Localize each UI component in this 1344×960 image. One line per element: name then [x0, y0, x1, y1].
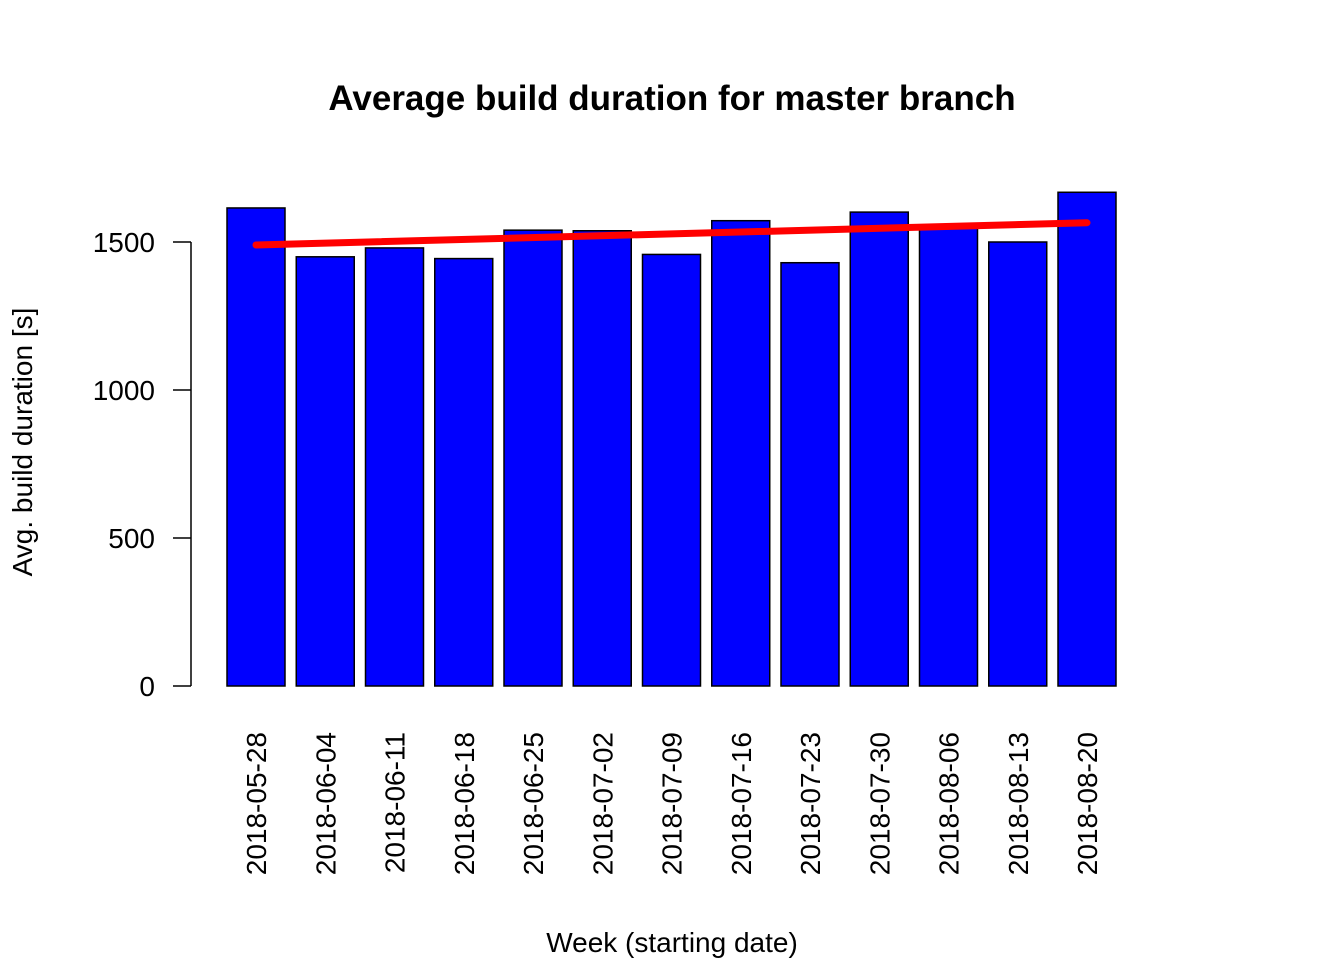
bar-2018-08-06	[918, 224, 979, 687]
y-tick-label: 1000	[93, 375, 155, 406]
y-axis: 0 500 1000 1500	[93, 227, 192, 702]
bar-2018-08-20	[1057, 191, 1117, 687]
bar-2018-06-18	[434, 257, 494, 687]
x-tick-labels: 2018-05-28 2018-06-04 2018-06-11 2018-06-18…	[241, 732, 1103, 875]
x-tick-label: 2018-07-30	[864, 732, 895, 875]
bar-2018-07-02	[572, 230, 632, 687]
y-tick-label: 0	[139, 671, 155, 702]
bar-2018-07-09	[641, 253, 702, 687]
y-tick-label: 500	[108, 523, 155, 554]
x-tick-label: 2018-06-04	[310, 732, 341, 875]
bar-2018-07-23	[780, 261, 840, 687]
trend-line	[252, 219, 1091, 249]
x-tick-label: 2018-07-09	[657, 732, 688, 875]
x-tick-label: 2018-08-20	[1072, 732, 1103, 875]
x-tick-label: 2018-08-13	[1003, 732, 1034, 875]
chart-title: Average build duration for master branch	[328, 79, 1015, 118]
bar-2018-05-28	[226, 207, 286, 687]
bar-2018-06-04	[295, 256, 355, 687]
x-tick-label: 2018-05-28	[241, 732, 272, 875]
trend-group	[252, 219, 1091, 249]
x-tick-label: 2018-07-23	[795, 732, 826, 875]
bars-group	[226, 191, 1117, 687]
bar-2018-07-16	[711, 219, 771, 687]
x-tick-label: 2018-06-18	[449, 732, 480, 875]
y-tick-label: 1500	[93, 227, 155, 258]
x-tick-label: 2018-07-02	[587, 732, 618, 875]
x-tick-label: 2018-06-25	[518, 732, 549, 875]
y-axis-label: Avg. build duration [s]	[7, 308, 38, 577]
bar-2018-06-11	[364, 247, 425, 687]
bar-2018-07-30	[849, 211, 909, 687]
x-tick-label: 2018-06-11	[380, 732, 411, 873]
x-tick-label: 2018-08-06	[934, 732, 965, 875]
x-axis-label: Week (starting date)	[546, 927, 798, 958]
x-tick-label: 2018-07-16	[726, 732, 757, 875]
bar-2018-08-13	[988, 241, 1048, 687]
bar-2018-06-25	[503, 229, 563, 687]
